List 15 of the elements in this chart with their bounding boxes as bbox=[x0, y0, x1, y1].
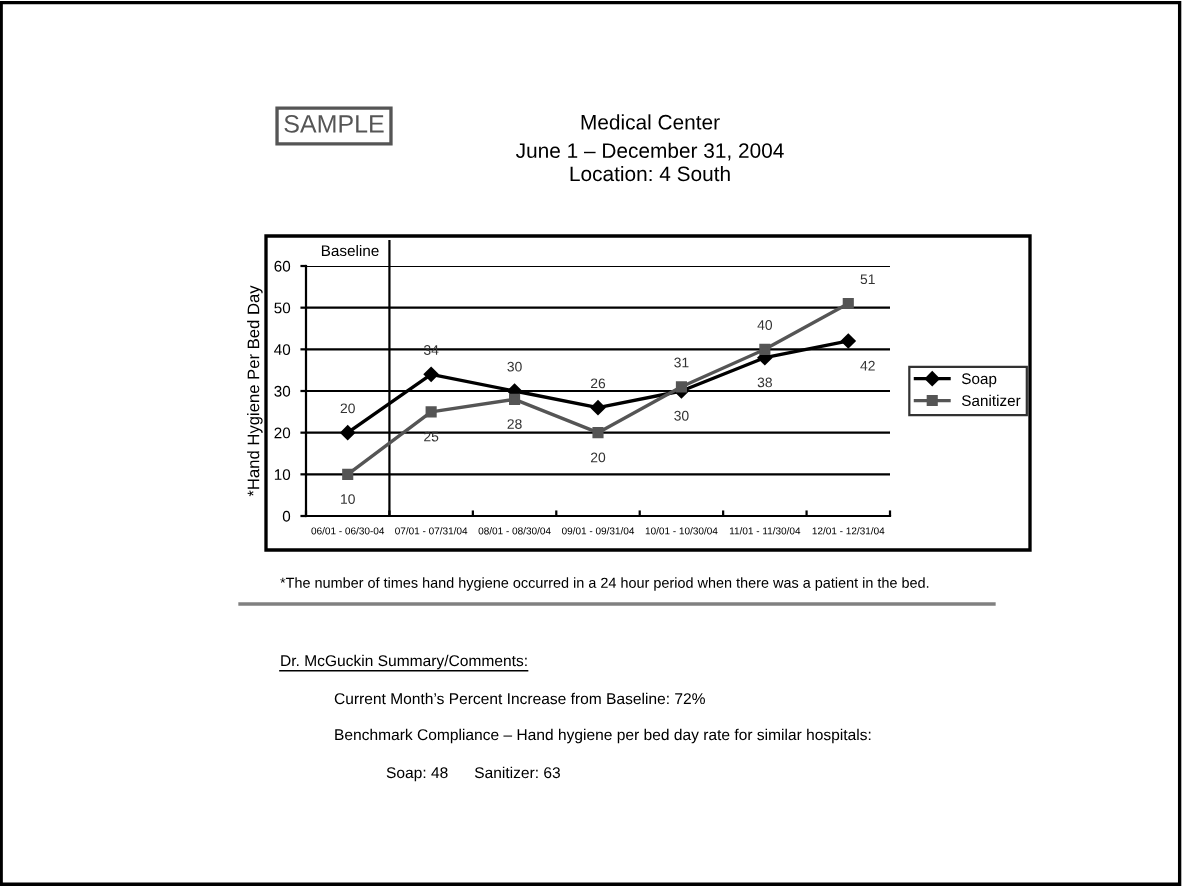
point bbox=[509, 393, 521, 405]
point bbox=[425, 406, 437, 418]
point bbox=[675, 381, 687, 393]
point bbox=[342, 468, 354, 480]
point bbox=[592, 427, 604, 439]
chart-title: Medical Center bbox=[581, 114, 720, 130]
y-axis-title: *Hand Hygiene Per Bed Day bbox=[247, 285, 263, 497]
point bbox=[590, 400, 606, 415]
point bbox=[841, 333, 856, 349]
point bbox=[759, 343, 771, 355]
text: SAMPLE bbox=[284, 115, 384, 133]
point bbox=[842, 297, 854, 310]
point bbox=[423, 367, 439, 382]
chart-subtitle: June 1 – December 31, 2004 Location: 4 South bbox=[515, 142, 784, 182]
point bbox=[340, 425, 355, 440]
